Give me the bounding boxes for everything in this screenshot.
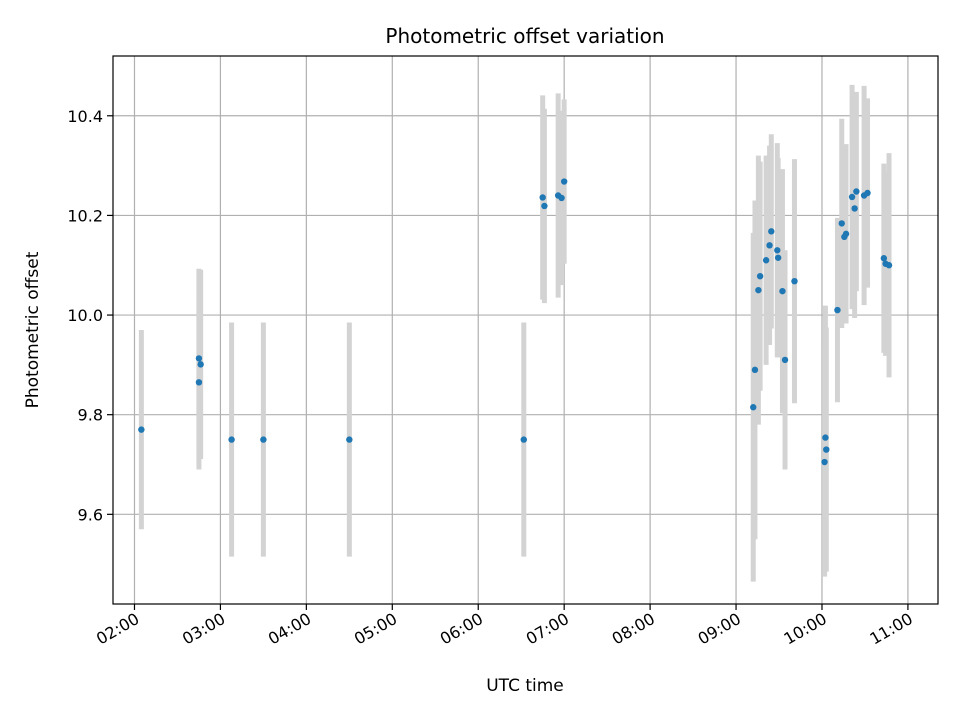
y-tick-label: 9.6 [78,505,103,524]
data-point [558,194,565,202]
data-point [520,436,527,443]
data-point [851,205,858,212]
data-point [853,188,860,195]
data-point [864,189,871,197]
x-axis-label: UTC time [486,676,564,696]
data-point [541,202,548,210]
data-point [774,254,782,261]
data-point [228,436,235,443]
data-point [539,194,546,201]
data-point [791,277,798,285]
y-tick-label: 10.0 [67,306,103,325]
data-point [346,436,353,443]
y-axis-ticks: 9.6 9.8 10.0 10.2 10.4 [67,107,113,524]
data-point [197,361,204,368]
data-point [195,379,203,386]
y-tick-label: 9.8 [78,406,103,425]
data-point [781,356,789,364]
y-axis-label: Photometric offset [23,251,43,408]
data-point [822,434,829,441]
data-point [779,287,786,295]
data-point [848,193,856,201]
data-point [823,446,830,453]
data-point [880,255,888,262]
data-point [838,220,845,227]
data-point [774,247,781,254]
data-point [260,436,267,443]
data-point [755,286,762,294]
chart-title: Photometric offset variation [385,24,664,48]
data-points [138,178,893,466]
y-tick-label: 10.4 [67,107,103,126]
data-point [756,272,764,280]
data-point [195,355,203,362]
data-point [762,257,770,264]
data-point [768,228,775,235]
data-point [842,230,850,238]
data-point [766,242,773,249]
data-point [138,426,145,433]
data-point [751,366,759,374]
data-point [821,458,828,466]
data-point [885,262,893,269]
plot-frame [112,55,939,605]
y-tick-label: 10.2 [67,206,103,225]
data-point [834,306,841,314]
data-point [750,404,757,411]
data-point [560,178,568,185]
